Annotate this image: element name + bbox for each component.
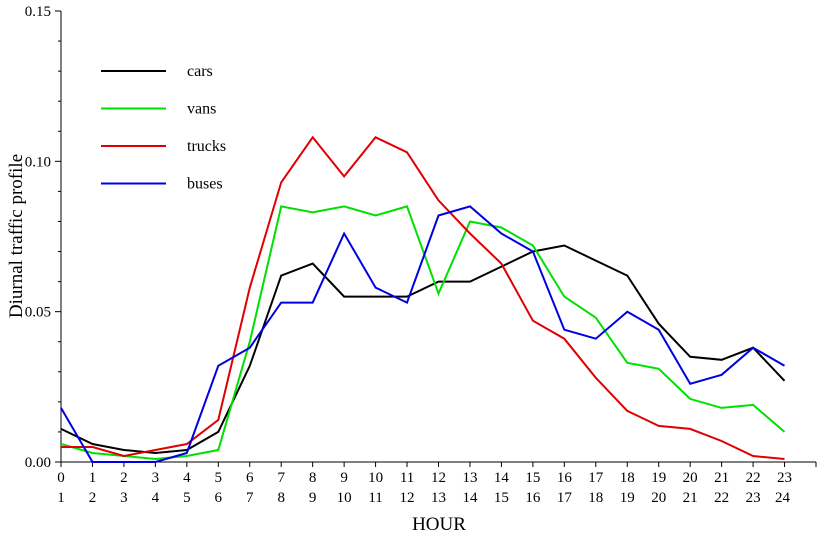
x-tick-label-top: 8 (309, 470, 317, 486)
legend: cars vans trucks buses (101, 63, 226, 193)
x-tick-label-top: 4 (183, 470, 191, 486)
x-tick-label-bottom: 15 (494, 490, 509, 506)
x-tick-label-bottom: 6 (215, 490, 223, 506)
x-axis-label: HOUR (412, 514, 466, 535)
x-tick-label-top: 13 (462, 470, 477, 486)
x-tick-label-bottom: 1 (57, 490, 65, 506)
y-axis-label: Diurnal traffic profile (6, 154, 27, 318)
x-tick-label-bottom: 9 (309, 490, 317, 506)
x-tick-label-top: 14 (494, 470, 510, 486)
x-tick-label-bottom: 10 (337, 490, 352, 506)
x-tick-label-top: 6 (246, 470, 254, 486)
x-tick-label-top: 12 (431, 470, 446, 486)
x-tick-label-top: 2 (120, 470, 128, 486)
legend-label-trucks: trucks (187, 138, 226, 155)
x-tick-label-bottom: 5 (183, 490, 191, 506)
y-tick-label: 0.00 (25, 455, 51, 471)
x-tick-label-top: 16 (557, 470, 573, 486)
x-tick-label-top: 23 (777, 470, 792, 486)
series-lines (60, 135, 786, 463)
x-tick-label-bottom: 14 (462, 490, 478, 506)
y-tick-label: 0.10 (25, 154, 51, 170)
x-tick-label-bottom: 19 (620, 490, 635, 506)
x-tick-label-bottom: 22 (714, 490, 729, 506)
x-tick-label-bottom: 21 (683, 490, 698, 506)
x-tick-label-top: 15 (525, 470, 540, 486)
x-tick-label-bottom: 17 (557, 490, 573, 506)
series-line-vans (60, 205, 786, 461)
x-tick-label-top: 10 (368, 470, 383, 486)
x-tick-label-top: 1 (89, 470, 97, 486)
x-tick-label-bottom: 20 (651, 490, 666, 506)
x-tick-label-top: 11 (400, 470, 414, 486)
x-tick-label-top: 17 (588, 470, 604, 486)
legend-label-vans: vans (187, 101, 216, 118)
x-tick-label-top: 7 (277, 470, 285, 486)
x-tick-label-bottom: 3 (120, 490, 128, 506)
x-tick-label-bottom: 23 (746, 490, 761, 506)
x-tick-label-top: 5 (215, 470, 223, 486)
legend-label-buses: buses (187, 176, 223, 193)
x-tick-label-top: 22 (746, 470, 761, 486)
x-tick-label-bottom: 18 (588, 490, 603, 506)
x-tick-label-top: 9 (340, 470, 348, 486)
x-tick-label-top: 20 (683, 470, 698, 486)
x-tick-label-bottom: 2 (89, 490, 97, 506)
x-tick-label-top: 3 (152, 470, 160, 486)
x-tick-label-bottom: 12 (400, 490, 415, 506)
x-tick-label-bottom: 16 (525, 490, 541, 506)
series-line-cars (60, 244, 786, 455)
legend-label-cars: cars (187, 63, 213, 80)
x-tick-label-top: 0 (57, 470, 65, 486)
x-tick-label-top: 18 (620, 470, 635, 486)
series-line-trucks (61, 135, 785, 460)
x-tick-label-bottom: 24 (775, 490, 791, 506)
x-tick-label-bottom: 7 (246, 490, 254, 506)
series-line-buses (60, 205, 785, 463)
y-tick-label: 0.15 (25, 4, 51, 20)
x-tick-label-bottom: 11 (368, 490, 382, 506)
x-tick-label-bottom: 13 (431, 490, 446, 506)
x-tick-label-top: 19 (651, 470, 666, 486)
x-tick-label-bottom: 4 (152, 490, 160, 506)
x-tick-label-top: 21 (714, 470, 729, 486)
y-tick-label: 0.05 (25, 305, 51, 321)
x-tick-label-bottom: 8 (277, 490, 285, 506)
axes: 0.000.050.100.150 1 2 3 4 5 6 7 8 9 10 11 12 13 14 15 16… (25, 4, 817, 506)
